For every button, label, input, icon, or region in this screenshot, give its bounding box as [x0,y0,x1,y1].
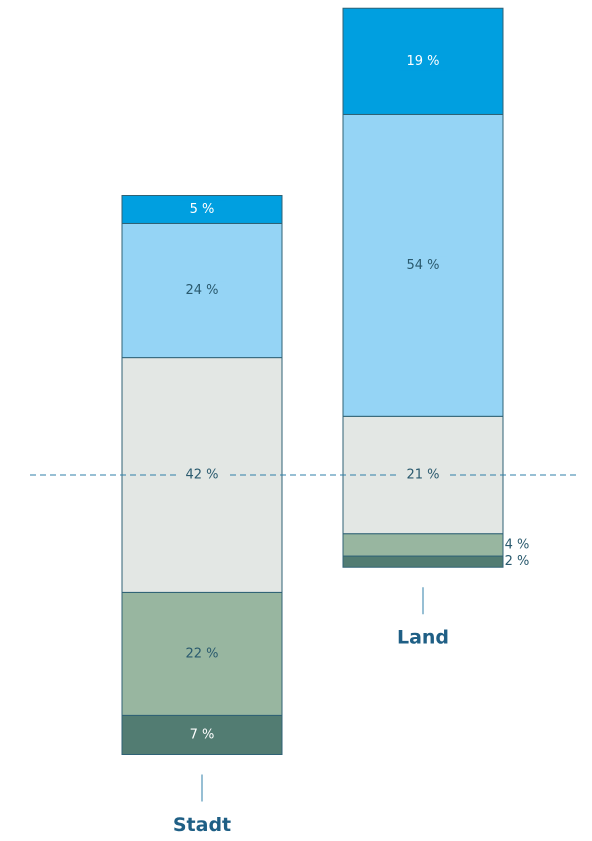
value-label: 5 % [190,202,215,217]
value-label: 24 % [185,283,218,298]
label-backing [178,644,226,663]
label-backing [178,466,226,484]
bar-segment [342,555,504,568]
category-label: Land [397,627,449,649]
category-label: Stadt [173,814,231,836]
label-backing [399,52,447,71]
bar-segment [342,533,504,557]
value-label: 2 % [505,554,530,569]
value-label: 22 % [185,646,218,661]
label-backing [178,200,226,219]
value-label: 7 % [190,727,215,742]
label-backing [178,725,226,744]
value-label: 42 % [185,468,218,483]
label-backing [399,256,447,275]
label-backing [399,466,447,484]
value-label: 4 % [505,537,530,552]
value-label: 19 % [406,54,439,69]
label-backing [178,281,226,300]
value-label: 21 % [406,468,439,483]
value-label: 54 % [406,258,439,273]
